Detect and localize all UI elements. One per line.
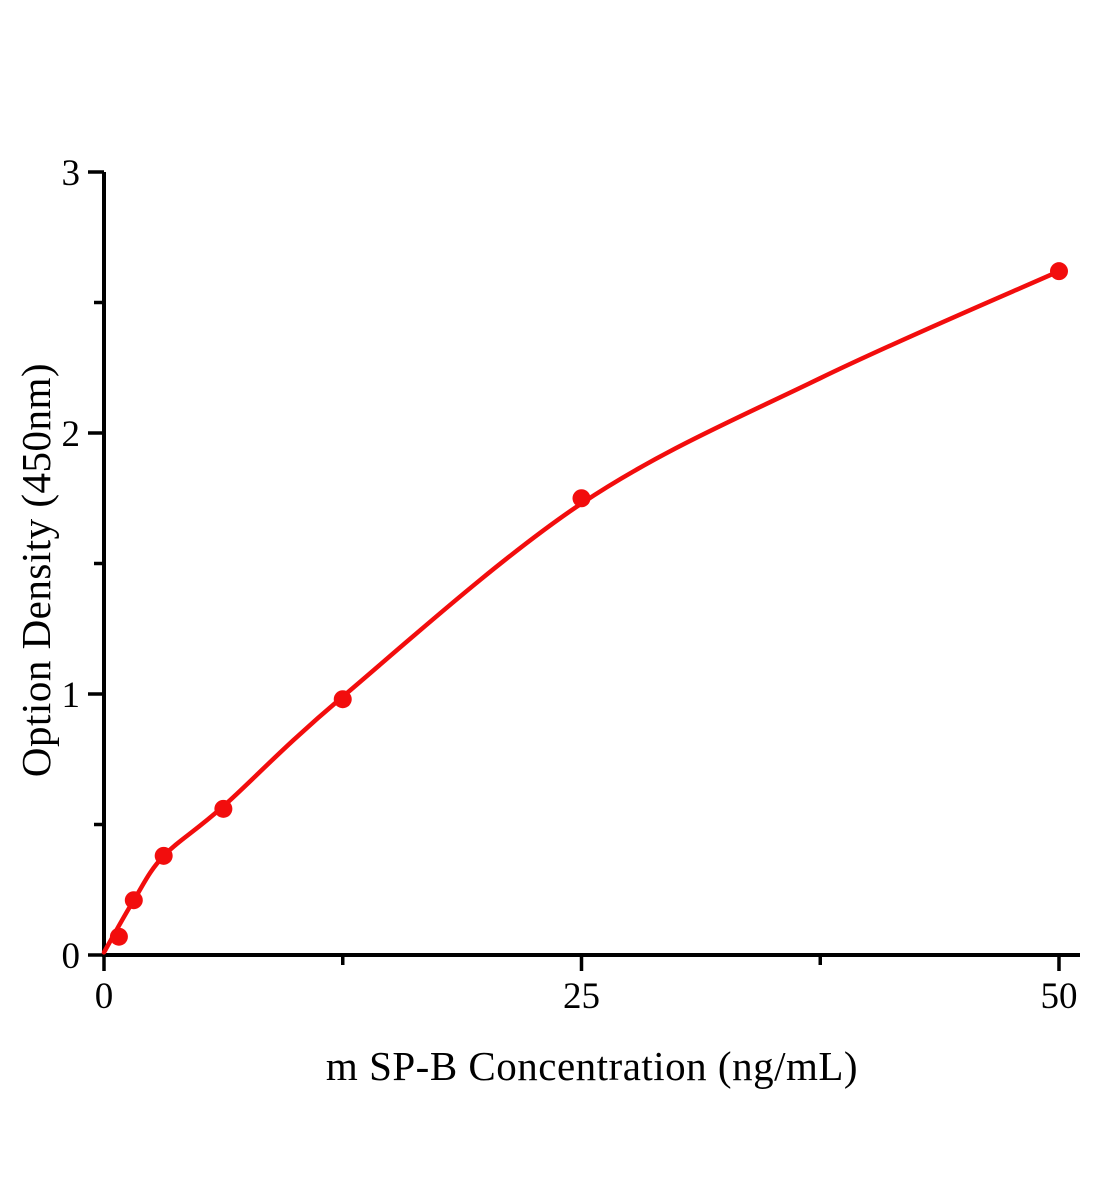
y-tick-label: 3 [62, 153, 81, 194]
data-point [154, 846, 173, 865]
data-point [1049, 262, 1068, 281]
y-tick-label: 1 [62, 675, 81, 716]
x-tick-label: 0 [95, 976, 114, 1017]
y-axis-title: Option Density (450nm) [13, 362, 59, 778]
data-point [333, 690, 352, 709]
axis-lines [102, 172, 1080, 957]
y-tick-label: 2 [62, 414, 81, 455]
x-axis-title: m SP-B Concentration (ng/mL) [325, 1043, 859, 1089]
fit-curve-line [101, 268, 1062, 955]
y-tick-label: 0 [62, 936, 81, 977]
x-tick-label: 25 [563, 976, 600, 1017]
data-point [124, 891, 143, 910]
data-point [572, 489, 591, 508]
data-point [109, 927, 128, 946]
data-point [214, 799, 233, 818]
x-tick-label: 50 [1040, 976, 1077, 1017]
